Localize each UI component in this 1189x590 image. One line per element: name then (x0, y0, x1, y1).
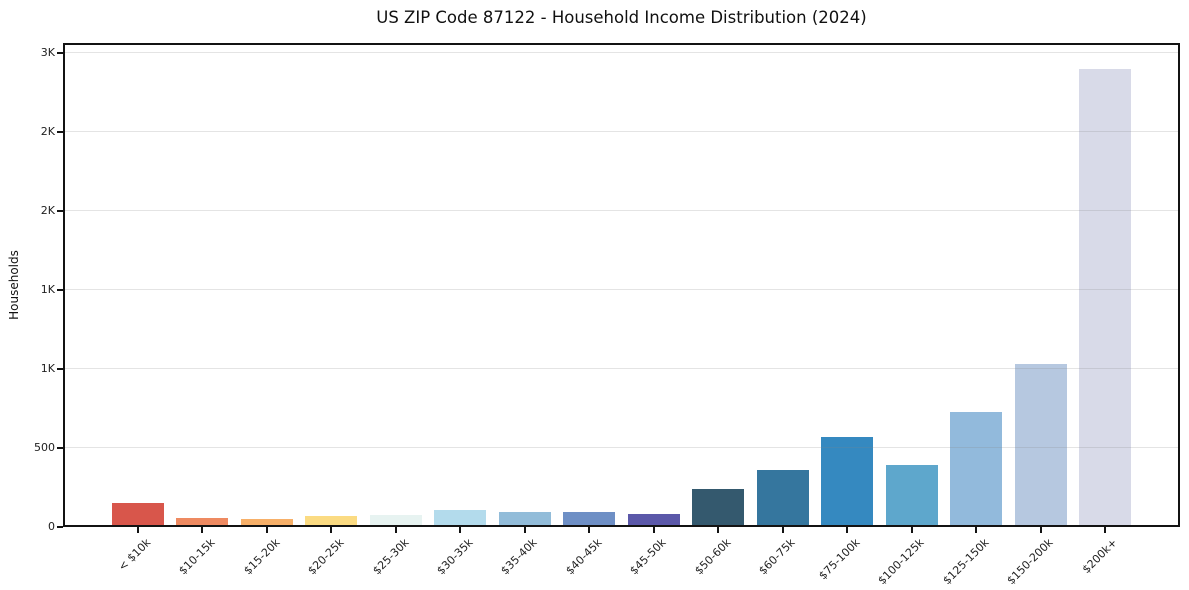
gridline (63, 131, 1180, 132)
gridline (63, 368, 1180, 369)
x-tick-mark (588, 527, 591, 533)
x-tick-label: $25-30k (369, 536, 412, 578)
axes-spine (63, 43, 1180, 527)
bar (240, 519, 293, 527)
bar (821, 436, 874, 527)
x-tick-mark (652, 527, 655, 533)
x-tick-mark (201, 527, 204, 533)
x-tick-mark (330, 527, 333, 533)
x-tick-label: $30-35k (434, 536, 476, 578)
bar (885, 465, 938, 527)
bar (950, 411, 1003, 527)
y-tick-mark (57, 368, 63, 370)
y-tick-label: 3K (40, 46, 55, 59)
x-tick-label: $40-45k (563, 536, 605, 578)
plot-area (63, 43, 1180, 527)
x-tick-label: $35-40k (498, 536, 541, 578)
x-tick-mark (846, 527, 849, 533)
x-tick-label: $200k+ (1080, 536, 1121, 577)
bar (112, 502, 164, 527)
bar (176, 518, 229, 527)
bar (692, 489, 745, 527)
x-tick-label: $45-50k (627, 536, 669, 578)
y-tick-mark (57, 289, 63, 291)
y-tick-label: 1K (40, 362, 55, 375)
x-tick-mark (523, 527, 526, 533)
y-tick-mark (57, 131, 63, 133)
bar (627, 513, 680, 527)
chart-title: US ZIP Code 87122 - Household Income Dis… (376, 8, 867, 27)
bar (305, 516, 358, 527)
x-tick-label: $20-25k (305, 536, 347, 578)
gridline (63, 447, 1180, 448)
y-tick-label: 2K (40, 125, 55, 138)
x-tick-label: $60-75k (756, 536, 798, 578)
gridline (63, 210, 1180, 211)
bar (369, 514, 422, 527)
x-tick-label: $50-60k (692, 536, 734, 578)
x-tick-mark (459, 527, 462, 533)
bar (498, 512, 551, 527)
y-tick-mark (57, 210, 63, 212)
x-tick-mark (394, 527, 397, 533)
bar (563, 511, 616, 527)
gridline (63, 52, 1180, 53)
x-tick-mark (975, 527, 978, 533)
x-tick-label: $125-150k (940, 536, 992, 588)
x-tick-label: $100-125k (875, 536, 927, 588)
bar (756, 470, 809, 527)
x-tick-mark (717, 527, 720, 533)
x-tick-mark (1104, 527, 1106, 533)
bar (1079, 68, 1131, 527)
x-tick-mark (265, 527, 268, 533)
x-tick-label: $75-100k (816, 536, 863, 583)
y-tick-mark (57, 52, 63, 54)
y-tick-label: 2K (40, 204, 55, 217)
x-tick-label: $10-15k (176, 536, 218, 578)
y-tick-mark (57, 447, 63, 449)
y-tick-label: 500 (34, 441, 55, 454)
gridline (63, 289, 1180, 290)
y-tick-label: 1K (40, 283, 55, 296)
y-tick-label: 0 (48, 520, 55, 533)
x-tick-label: $15-20k (240, 536, 283, 578)
bar (434, 509, 487, 527)
x-tick-label: < $10k (115, 536, 154, 574)
x-tick-mark (781, 527, 784, 533)
x-tick-label: $150-200k (1004, 536, 1056, 588)
x-tick-mark (137, 527, 139, 533)
bar (1014, 364, 1067, 527)
x-tick-mark (910, 527, 913, 533)
y-tick-mark (57, 526, 63, 528)
x-tick-mark (1039, 527, 1042, 533)
